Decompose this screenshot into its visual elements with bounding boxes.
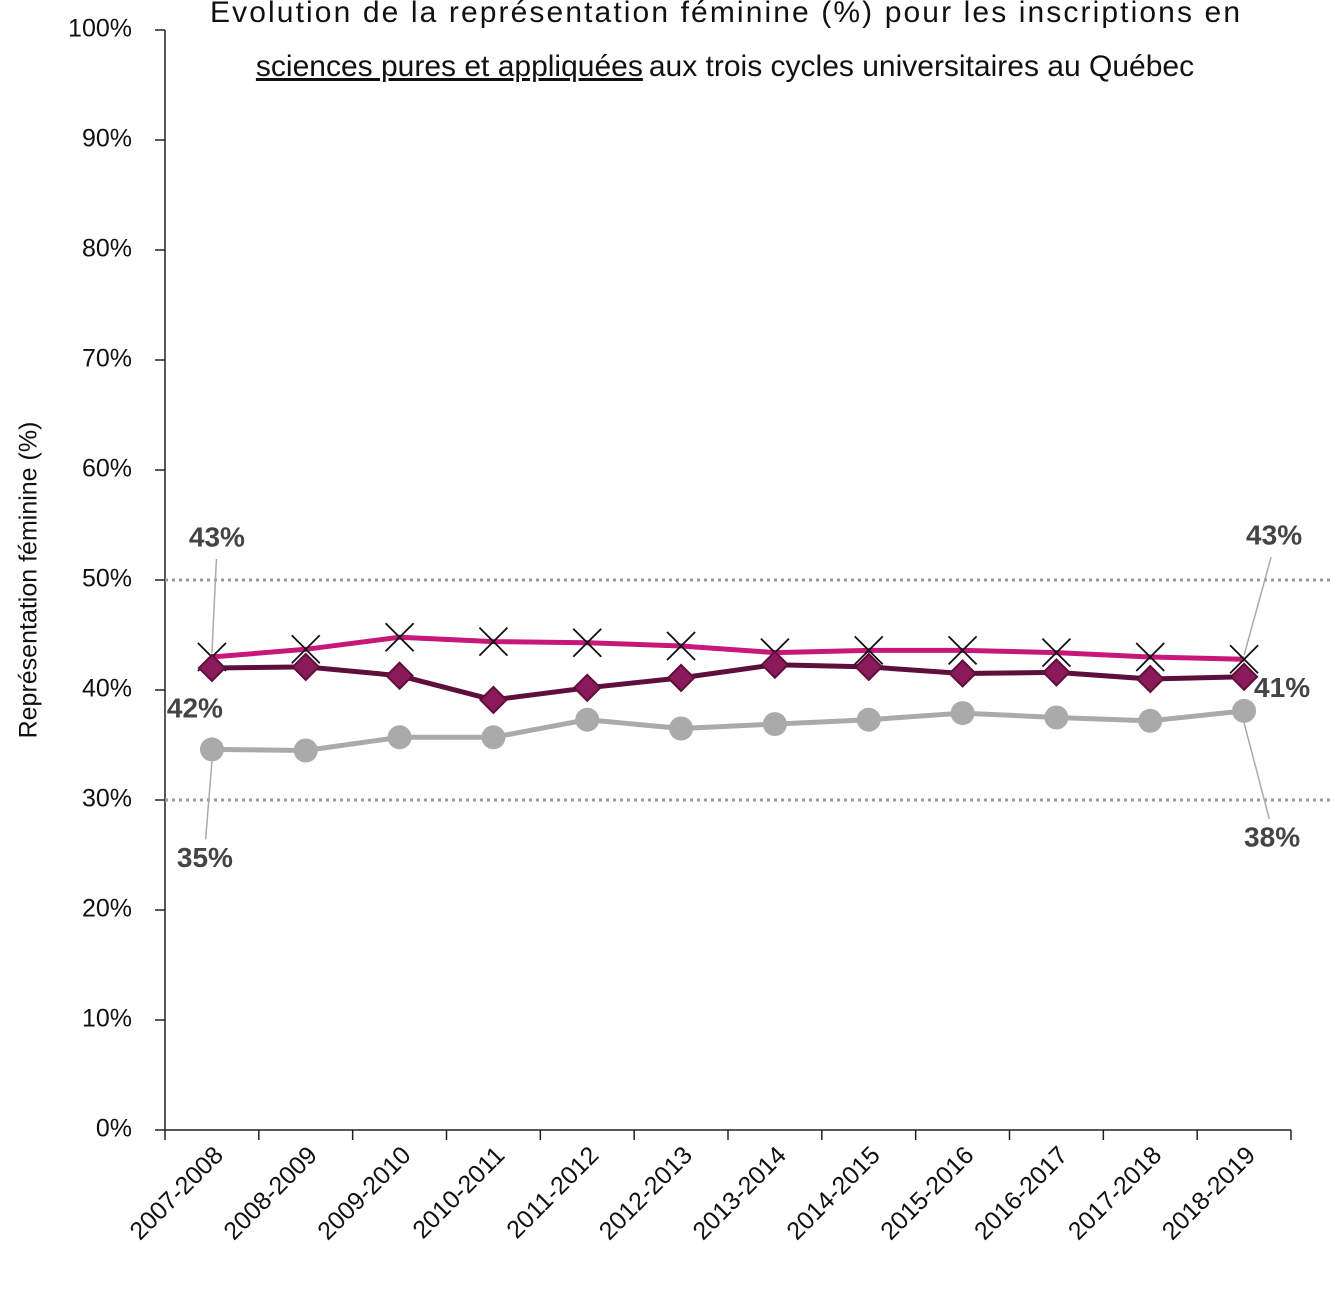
marker-diamond	[948, 659, 977, 688]
x-tick-label: 2015-2016	[875, 1141, 979, 1245]
x-tick-label: 2011-2012	[501, 1141, 604, 1244]
label-leader	[1243, 557, 1272, 656]
marker-circle	[387, 725, 412, 750]
data-label: 42%	[167, 692, 223, 723]
marker-x-stroke	[854, 635, 884, 666]
marker-x	[291, 634, 321, 664]
data-label: 35%	[177, 842, 233, 873]
series-line	[211, 662, 1245, 703]
y-tick-label: 10%	[82, 1005, 132, 1033]
data-label: 43%	[1246, 520, 1302, 551]
marker-x-stroke	[1041, 637, 1072, 668]
x-tick-label: 2007-2008	[124, 1141, 228, 1245]
marker-diamond	[385, 661, 414, 691]
y-tick-label: 100%	[68, 15, 132, 43]
x-tick-label: 2009-2010	[312, 1141, 416, 1245]
label-leader	[1243, 722, 1271, 820]
marker-x	[854, 635, 884, 666]
marker-diamond	[1229, 662, 1259, 692]
marker-diamond	[479, 685, 508, 715]
marker-circle	[1138, 708, 1163, 733]
marker-x	[947, 635, 978, 666]
marker-x	[572, 628, 602, 658]
label-leader	[211, 558, 218, 654]
marker-x	[1135, 642, 1165, 672]
marker-circle	[856, 707, 881, 732]
x-tick-label: 2018-2019	[1157, 1141, 1261, 1245]
marker-x-stroke	[478, 626, 509, 657]
chart-title-underlined: sciences pures et appliquées	[256, 50, 643, 83]
marker-diamond	[1135, 664, 1165, 694]
y-tick-label: 50%	[82, 565, 132, 593]
marker-x-stroke	[291, 634, 321, 664]
x-tick-label: 2010-2011	[407, 1141, 510, 1244]
x-tick-label: 2012-2013	[594, 1141, 698, 1245]
y-tick-label: 90%	[82, 125, 132, 153]
marker-circle	[575, 707, 600, 732]
chart-title-line2: sciences pures et appliquées aux trois cy…	[256, 50, 1194, 83]
data-label: 41%	[1254, 672, 1310, 703]
marker-x-stroke	[384, 622, 415, 652]
marker-diamond	[760, 650, 790, 680]
series-line	[211, 634, 1245, 662]
marker-x-stroke	[666, 631, 696, 661]
marker-diamond	[854, 652, 884, 682]
marker-circle	[1232, 698, 1257, 723]
marker-x	[1041, 637, 1072, 668]
marker-circle	[669, 716, 694, 741]
y-tick-label: 60%	[82, 455, 132, 483]
marker-diamond	[197, 653, 227, 683]
marker-circle	[1044, 705, 1069, 730]
data-label: 43%	[189, 521, 245, 552]
data-label: 38%	[1244, 821, 1300, 852]
marker-circle	[762, 712, 787, 737]
chart-title-rest: aux trois cycles universitaires au Québe…	[649, 50, 1194, 83]
x-tick-label: 2016-2017	[969, 1141, 1073, 1245]
y-tick-label: 40%	[82, 675, 132, 703]
marker-circle	[199, 737, 224, 762]
marker-diamond	[291, 652, 321, 682]
x-tick-label: 2017-2018	[1063, 1141, 1167, 1245]
marker-diamond	[666, 663, 696, 693]
y-tick-label: 30%	[82, 785, 132, 813]
marker-diamond	[1042, 657, 1071, 687]
x-tick-label: 2008-2009	[218, 1141, 322, 1245]
label-leader	[204, 761, 213, 840]
chart-title-line1: Évolution de la représentation féminine …	[210, 0, 1240, 29]
y-tick-label: 80%	[82, 235, 132, 263]
marker-x-stroke	[1229, 644, 1259, 674]
y-axis-label: Représentation féminine (%)	[15, 422, 43, 739]
marker-circle	[950, 701, 975, 726]
marker-diamond	[572, 673, 602, 703]
x-tick-label: 2013-2014	[687, 1141, 791, 1245]
marker-circle	[481, 725, 506, 750]
marker-circle	[293, 738, 318, 763]
marker-x	[1229, 644, 1259, 674]
marker-x	[666, 631, 696, 661]
marker-x-stroke	[947, 635, 978, 666]
marker-x-stroke	[572, 628, 602, 658]
y-tick-label: 20%	[82, 895, 132, 923]
series-line	[211, 708, 1245, 753]
y-tick-label: 0%	[96, 1115, 132, 1143]
y-tick-label: 70%	[82, 345, 132, 373]
marker-x	[478, 626, 509, 657]
marker-x	[384, 622, 415, 652]
x-tick-label: 2014-2015	[781, 1141, 885, 1245]
marker-x-stroke	[1135, 642, 1165, 672]
